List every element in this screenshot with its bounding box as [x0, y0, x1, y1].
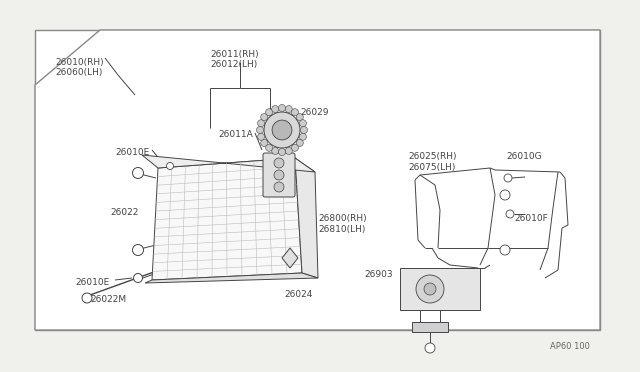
Text: 26010F: 26010F	[514, 214, 548, 223]
Circle shape	[296, 140, 303, 147]
Text: 26011A: 26011A	[218, 130, 253, 139]
Circle shape	[274, 170, 284, 180]
Text: 26022M: 26022M	[90, 295, 126, 304]
Circle shape	[296, 113, 303, 121]
Circle shape	[278, 105, 285, 112]
Circle shape	[285, 106, 292, 113]
Circle shape	[266, 109, 273, 116]
Text: 26010G: 26010G	[506, 152, 541, 161]
Circle shape	[257, 126, 264, 134]
Circle shape	[132, 244, 143, 256]
Text: 26022: 26022	[110, 208, 138, 217]
FancyBboxPatch shape	[263, 153, 295, 197]
Circle shape	[257, 133, 264, 140]
Circle shape	[425, 343, 435, 353]
Circle shape	[504, 174, 512, 182]
FancyBboxPatch shape	[400, 268, 480, 310]
FancyBboxPatch shape	[412, 322, 448, 332]
Circle shape	[257, 120, 264, 127]
Circle shape	[291, 144, 298, 151]
Text: 26810(LH): 26810(LH)	[318, 225, 365, 234]
Circle shape	[300, 120, 307, 127]
Circle shape	[500, 190, 510, 200]
Text: 26029: 26029	[300, 108, 328, 117]
Text: 26800(RH): 26800(RH)	[318, 214, 367, 223]
Text: 26024: 26024	[284, 290, 312, 299]
Circle shape	[266, 144, 273, 151]
Circle shape	[274, 182, 284, 192]
Circle shape	[260, 113, 268, 121]
Text: 26025(RH): 26025(RH)	[408, 152, 456, 161]
Text: 26010(RH): 26010(RH)	[55, 58, 104, 67]
FancyBboxPatch shape	[35, 30, 600, 330]
Polygon shape	[152, 158, 302, 280]
Text: AP60 100: AP60 100	[550, 342, 590, 351]
Circle shape	[301, 126, 307, 134]
Text: 26012(LH): 26012(LH)	[210, 60, 257, 69]
Circle shape	[272, 106, 278, 113]
Text: 26010E: 26010E	[75, 278, 109, 287]
Circle shape	[300, 133, 307, 140]
Circle shape	[274, 158, 284, 168]
Polygon shape	[145, 273, 318, 283]
Circle shape	[134, 273, 143, 282]
Text: 26011(RH): 26011(RH)	[210, 50, 259, 59]
Text: 26010E: 26010E	[115, 148, 149, 157]
Circle shape	[132, 167, 143, 179]
Circle shape	[82, 293, 92, 303]
Circle shape	[166, 163, 173, 170]
Text: 26060(LH): 26060(LH)	[55, 68, 102, 77]
Circle shape	[506, 210, 514, 218]
Circle shape	[285, 147, 292, 154]
Circle shape	[272, 147, 278, 154]
Polygon shape	[282, 248, 298, 268]
Circle shape	[291, 109, 298, 116]
Polygon shape	[295, 158, 318, 278]
Polygon shape	[35, 30, 600, 330]
Circle shape	[264, 112, 300, 148]
Text: 26903: 26903	[364, 270, 392, 279]
Text: 26075(LH): 26075(LH)	[408, 163, 456, 172]
Circle shape	[424, 283, 436, 295]
Circle shape	[272, 120, 292, 140]
Circle shape	[500, 245, 510, 255]
Circle shape	[278, 148, 285, 155]
Polygon shape	[142, 155, 315, 172]
Circle shape	[416, 275, 444, 303]
Circle shape	[260, 140, 268, 147]
